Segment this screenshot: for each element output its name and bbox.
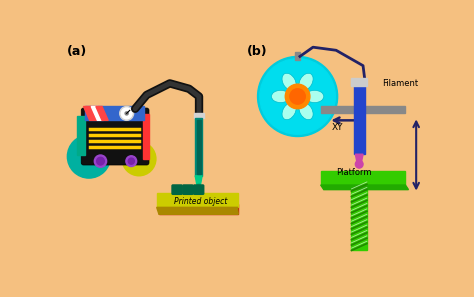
Circle shape (290, 89, 305, 104)
Circle shape (125, 112, 128, 115)
Circle shape (126, 156, 137, 167)
FancyBboxPatch shape (171, 184, 183, 195)
Text: Filament: Filament (383, 79, 419, 88)
Circle shape (97, 157, 104, 165)
Polygon shape (198, 184, 200, 191)
FancyBboxPatch shape (182, 184, 194, 195)
Ellipse shape (299, 102, 313, 120)
Bar (157, 193, 237, 207)
Circle shape (128, 158, 134, 164)
Polygon shape (96, 107, 108, 120)
Ellipse shape (305, 90, 324, 103)
Ellipse shape (282, 73, 296, 90)
Ellipse shape (282, 102, 296, 120)
Polygon shape (195, 176, 202, 184)
Bar (159, 204, 238, 214)
Circle shape (67, 135, 110, 178)
Bar (354, 83, 365, 154)
FancyBboxPatch shape (81, 108, 149, 165)
Bar (77, 116, 85, 155)
Circle shape (121, 108, 132, 119)
Circle shape (257, 56, 337, 137)
Bar (295, 52, 300, 59)
Text: (b): (b) (247, 45, 267, 58)
Bar (85, 107, 144, 120)
Bar (352, 187, 367, 250)
Bar (194, 113, 204, 118)
Polygon shape (91, 107, 103, 120)
Ellipse shape (299, 73, 313, 90)
Polygon shape (157, 207, 238, 214)
Text: Printed object: Printed object (174, 198, 227, 206)
Text: XY: XY (331, 123, 343, 132)
Polygon shape (321, 185, 409, 190)
Circle shape (356, 160, 363, 168)
Text: (a): (a) (66, 45, 87, 58)
Polygon shape (356, 154, 363, 162)
Circle shape (120, 107, 134, 120)
Bar (321, 171, 405, 185)
Text: Platform: Platform (336, 168, 372, 177)
Circle shape (122, 142, 156, 176)
Bar (195, 118, 202, 176)
Bar (197, 120, 201, 174)
Circle shape (285, 84, 310, 109)
Circle shape (94, 155, 107, 167)
FancyBboxPatch shape (193, 184, 204, 195)
Bar (352, 78, 367, 86)
Polygon shape (83, 107, 103, 120)
Circle shape (260, 59, 335, 134)
Bar (321, 106, 405, 113)
Bar (143, 114, 149, 159)
Ellipse shape (272, 90, 290, 103)
